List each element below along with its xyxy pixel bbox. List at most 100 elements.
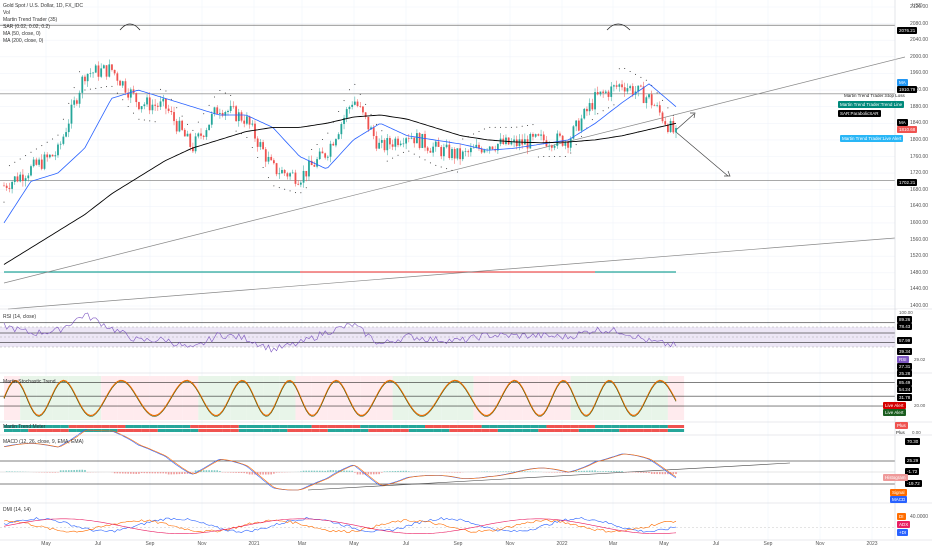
candle-body	[62, 136, 65, 144]
macd-hist-bar	[391, 471, 394, 472]
stoch-value-0: 27.31	[897, 363, 913, 370]
legend-ma50[interactable]: MA (50, close, 0)	[3, 31, 41, 37]
candle-body	[621, 84, 623, 88]
rsi-title[interactable]: RSI (14, close)	[3, 314, 37, 320]
dmi-title[interactable]: DMI (14, 14)	[3, 507, 31, 513]
candle-body	[507, 137, 510, 145]
macd-hist-bar	[672, 472, 675, 475]
sar-dot	[537, 156, 539, 158]
candle-body	[329, 143, 332, 157]
meter-cell	[522, 429, 531, 432]
stoch-bg-block	[263, 376, 280, 420]
macd-hist-bar	[675, 472, 677, 475]
candle-body	[569, 138, 572, 148]
time-tick-label: Sep	[453, 541, 463, 547]
macd-hist-bar	[318, 470, 321, 472]
legend-vol[interactable]: Vol	[3, 10, 10, 16]
meter-cell	[214, 425, 223, 428]
candle-body	[575, 120, 578, 127]
meter-cell	[368, 425, 377, 428]
candle-body	[289, 173, 291, 177]
sar-dot	[602, 110, 604, 112]
candle-body	[667, 124, 669, 132]
rsi-value-0: 100.00	[897, 309, 915, 316]
sar-dot	[30, 151, 32, 153]
macd-hist-bar	[310, 470, 313, 472]
macd-hist-bar	[618, 471, 621, 472]
meter-cell	[109, 429, 118, 432]
candle-body	[596, 92, 599, 95]
candle-body	[532, 134, 534, 137]
macd-hist-bar	[13, 471, 16, 472]
price-tick-label: 1960.00	[910, 70, 929, 77]
macd-hist-bar	[84, 469, 86, 472]
candle-body	[559, 133, 561, 136]
meter-cell	[295, 425, 304, 428]
candle-body	[264, 149, 267, 162]
legend-mtt[interactable]: Martin Trend Trader (35)	[3, 17, 58, 23]
legend-ma200[interactable]: MA (200, close, 0)	[3, 38, 44, 44]
meter-cell	[481, 429, 490, 432]
candle-body	[548, 145, 551, 147]
sar-dot	[543, 156, 545, 157]
macd-hist-bar	[607, 471, 610, 472]
macd-hist-bar	[162, 472, 165, 474]
meter-cell	[360, 425, 369, 428]
sar-dot	[311, 149, 313, 151]
legend-sar[interactable]: SAR (0.02, 0.02, 0.2)	[3, 24, 50, 30]
macd-hist-bar	[146, 472, 148, 474]
macd-hist-bar	[73, 470, 75, 472]
macd-hist-bar	[327, 470, 329, 472]
sar-dot	[446, 168, 448, 170]
sar-dot	[262, 167, 264, 169]
meter-cell	[530, 425, 539, 428]
candle-body	[86, 73, 89, 82]
stoch-bg-block	[505, 376, 523, 420]
candle-body	[232, 105, 235, 107]
candle-body	[51, 154, 54, 157]
sar-dot	[235, 130, 237, 132]
sar-dot	[19, 158, 21, 160]
macd-hist-bar	[645, 472, 648, 473]
candle-body	[313, 165, 316, 167]
candle-body	[43, 154, 46, 169]
candle-body	[165, 98, 167, 109]
candle-body	[640, 85, 642, 87]
meter-cell	[586, 429, 596, 432]
meter-cell	[20, 425, 29, 428]
meter-cell	[141, 425, 150, 428]
macd-hist-bar	[308, 470, 310, 472]
macd-hist-bar	[227, 472, 229, 473]
sar-dot	[214, 96, 216, 98]
sar-dot	[192, 129, 194, 131]
dmi-tag-adx: ADX	[897, 521, 911, 528]
macd-hist-bar	[575, 471, 577, 472]
macd-title[interactable]: MACD (12, 26, close, 9, EMA, EMA)	[3, 439, 84, 445]
macd-tag-signal: Signal	[890, 489, 907, 496]
meter-cell	[627, 429, 636, 432]
ma-badge: MA	[897, 79, 908, 86]
meter-cell	[101, 429, 110, 432]
candle-body	[337, 134, 340, 140]
meter-cell	[659, 425, 668, 428]
candle-body	[24, 178, 27, 181]
meter-cell	[141, 429, 150, 432]
meter-cell	[659, 429, 668, 432]
candle-body	[105, 65, 108, 77]
sar-dot	[554, 156, 556, 157]
stoch-title[interactable]: Martin Stochastic Trend	[3, 379, 56, 385]
tag-trend-line: Martin Trend Trader:Trend Line	[838, 101, 905, 108]
price-tick-label: 1680.00	[910, 186, 929, 193]
stoch-bg-block	[36, 376, 53, 420]
candle-body	[67, 123, 70, 133]
meter-cell	[60, 429, 69, 432]
sar-dot	[510, 126, 512, 128]
meter-cell	[489, 429, 498, 432]
macd-hist-bar	[591, 470, 594, 472]
meter-title[interactable]: Martin Trend Meter	[3, 424, 46, 430]
candle-body	[610, 86, 613, 97]
meter-cell	[246, 425, 255, 428]
macd-hist-bar	[351, 470, 353, 472]
meter-cell	[109, 425, 118, 428]
